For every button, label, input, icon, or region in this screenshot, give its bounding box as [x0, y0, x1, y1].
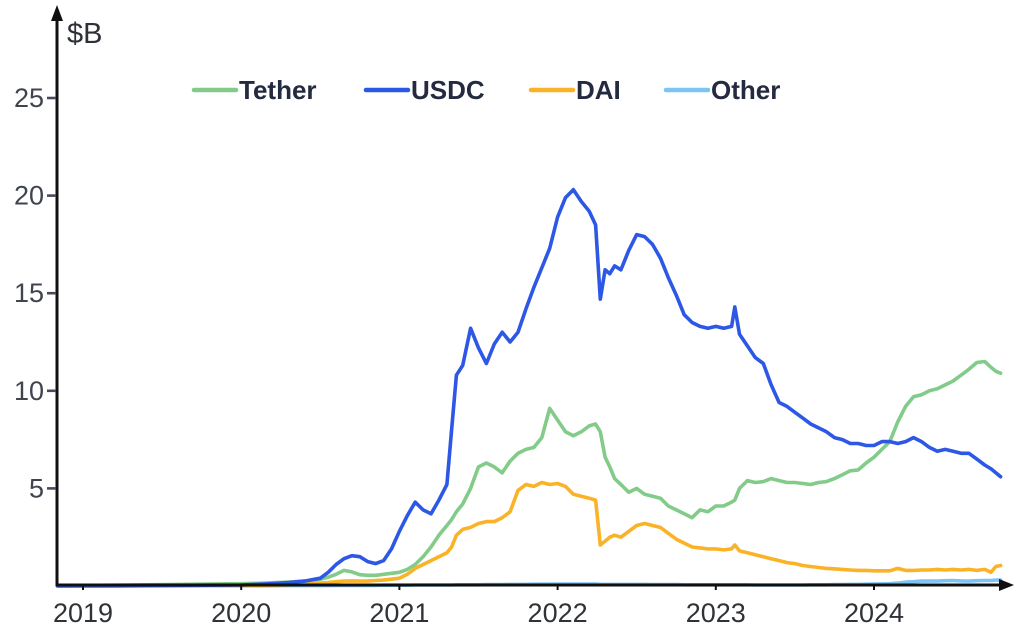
- x-tick-label: 2019: [53, 598, 113, 628]
- usdc-series-line: [55, 187, 1003, 588]
- axes: [51, 5, 1014, 591]
- x-tick-label: 2021: [369, 598, 429, 628]
- legend-label: Tether: [239, 75, 317, 105]
- legend-item-other: Other: [663, 75, 780, 105]
- y-tick-label: 25: [14, 83, 44, 113]
- legend-item-dai: DAI: [528, 75, 621, 105]
- x-tick-label: 2024: [844, 598, 904, 628]
- y-tick-label: 10: [14, 376, 44, 406]
- legend-label: Other: [711, 75, 780, 105]
- legend-label: DAI: [576, 75, 621, 105]
- legend: Tether USDC DAI Other: [191, 75, 780, 105]
- x-tick-label: 2023: [686, 598, 746, 628]
- x-axis-ticks: 2019 2020 2021 2022 2023 2024: [53, 586, 904, 628]
- y-axis-arrow-icon: [51, 5, 63, 21]
- legend-label: USDC: [411, 75, 485, 105]
- y-tick-label: 5: [29, 473, 44, 503]
- tether-series-line: [55, 359, 1003, 588]
- y-axis-ticks: 5 10 15 20 25: [14, 83, 56, 503]
- y-axis-unit-label: $B: [67, 18, 102, 50]
- x-tick-label: 2022: [528, 598, 588, 628]
- series-lines: [55, 187, 1003, 588]
- legend-item-tether: Tether: [191, 75, 317, 105]
- y-tick-label: 20: [14, 181, 44, 211]
- y-tick-label: 15: [14, 278, 44, 308]
- x-axis-arrow-icon: [999, 579, 1014, 591]
- x-tick-label: 2020: [211, 598, 271, 628]
- dai-series-line: [55, 480, 1003, 588]
- legend-item-usdc: USDC: [363, 75, 485, 105]
